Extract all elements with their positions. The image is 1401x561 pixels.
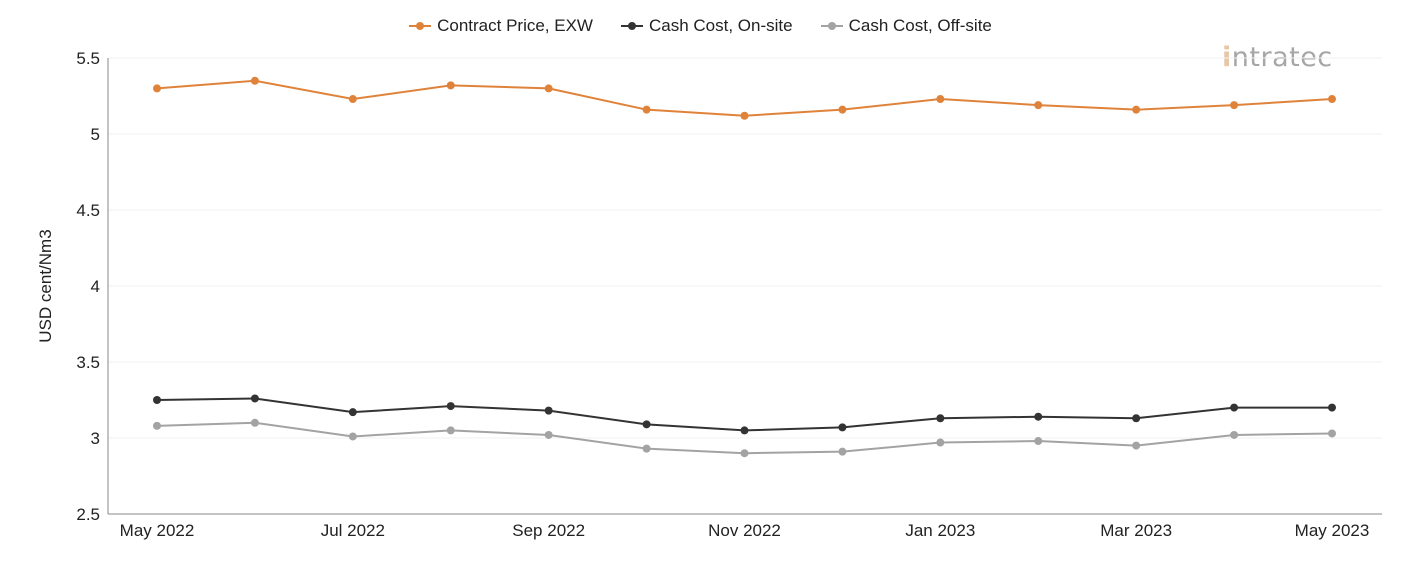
x-tick-label: May 2023: [1295, 521, 1370, 540]
data-point: [250, 394, 259, 403]
legend-item-contract-price[interactable]: Contract Price, EXW: [409, 16, 593, 36]
x-tick-label: Sep 2022: [512, 521, 585, 540]
legend-item-cash-cost-onsite[interactable]: Cash Cost, On-site: [620, 16, 793, 36]
series-line-0: [156, 79, 1333, 117]
x-tick-label: Mar 2023: [1100, 521, 1172, 540]
y-tick-label: 5: [91, 125, 100, 144]
data-point: [642, 444, 651, 453]
y-tick-label: 4: [91, 277, 100, 296]
y-axis-label: USD cent/Nm3: [36, 229, 55, 342]
data-point: [1132, 414, 1141, 423]
data-point: [1328, 403, 1336, 412]
legend-swatch-cash-cost-offsite: [820, 20, 843, 32]
data-point: [838, 423, 847, 432]
data-point: [838, 447, 847, 456]
data-point: [446, 81, 455, 90]
data-point: [153, 421, 161, 430]
y-tick-label: 3: [91, 429, 100, 448]
data-point: [936, 414, 945, 423]
y-tick-label: 2.5: [76, 505, 100, 524]
legend-label-contract-price: Contract Price, EXW: [437, 16, 593, 35]
x-tick-label: Nov 2022: [708, 521, 781, 540]
data-point: [348, 408, 357, 417]
data-point: [642, 420, 651, 429]
data-point: [1230, 101, 1239, 110]
x-tick-label: Jan 2023: [905, 521, 975, 540]
data-point: [1132, 441, 1141, 450]
data-point: [348, 432, 357, 441]
y-tick-label: 4.5: [76, 201, 100, 220]
series-line-1: [156, 397, 1332, 432]
legend-label-cash-cost-onsite: Cash Cost, On-site: [648, 16, 793, 35]
data-point: [446, 402, 455, 411]
data-point: [1034, 101, 1043, 110]
data-point: [446, 426, 455, 435]
data-point: [740, 426, 749, 435]
data-point: [838, 105, 847, 114]
data-point: [544, 406, 553, 415]
data-point: [936, 95, 945, 104]
data-point: [1034, 437, 1043, 446]
data-point: [544, 84, 553, 93]
x-tick-label: May 2022: [120, 521, 195, 540]
legend-label-cash-cost-offsite: Cash Cost, Off-site: [848, 16, 992, 35]
data-point: [348, 95, 357, 104]
data-point: [153, 84, 161, 93]
data-point: [1328, 429, 1336, 438]
legend-item-cash-cost-offsite[interactable]: Cash Cost, Off-site: [820, 16, 992, 36]
chart-legend: Contract Price, EXW Cash Cost, On-site C…: [0, 16, 1401, 36]
data-point: [642, 105, 651, 114]
data-point: [740, 111, 749, 120]
data-point: [1034, 412, 1043, 421]
y-tick-label: 3.5: [76, 353, 100, 372]
data-point: [250, 76, 259, 85]
data-point: [1132, 105, 1141, 114]
legend-swatch-contract-price: [409, 20, 432, 32]
data-point: [250, 418, 259, 427]
data-point: [153, 396, 161, 404]
y-tick-label: 5.5: [76, 49, 100, 68]
data-point: [936, 438, 945, 447]
data-point: [1328, 95, 1336, 104]
legend-swatch-cash-cost-onsite: [620, 20, 643, 32]
data-point: [1230, 430, 1239, 439]
data-point: [1230, 403, 1239, 412]
data-point: [544, 430, 553, 439]
data-point: [740, 449, 749, 458]
x-tick-label: Jul 2022: [321, 521, 385, 540]
